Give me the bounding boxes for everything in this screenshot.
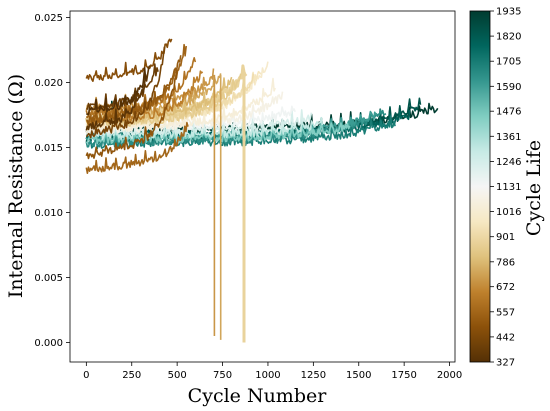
colorbar-tick-label: 1705 xyxy=(496,57,521,68)
x-axis: 0 250 500 750 1000 1250 1500 1750 2000 xyxy=(83,362,462,381)
series-line-520 xyxy=(86,55,182,126)
series-line-350 xyxy=(85,65,151,131)
colorbar-tick-label: 1246 xyxy=(496,157,521,168)
x-tick-label: 1750 xyxy=(391,370,416,381)
series-line-1700 xyxy=(86,115,396,150)
x-tick-label: 2000 xyxy=(437,370,462,381)
y-tick-label: 0.005 xyxy=(34,273,63,284)
x-tick-label: 500 xyxy=(168,370,187,381)
series-line-1080 xyxy=(86,91,284,135)
y-axis-title: Internal Resistance (Ω) xyxy=(5,74,27,298)
x-tick-label: 1250 xyxy=(301,370,326,381)
colorbar-tick-label: 1590 xyxy=(496,82,521,93)
colorbar-tick-label: 327 xyxy=(496,358,515,369)
colorbar-title: Cycle Life xyxy=(523,140,545,236)
y-tick-label: 0.020 xyxy=(34,78,63,89)
colorbar-tick-label: 1820 xyxy=(496,32,521,43)
series-line-1450 xyxy=(85,122,351,145)
colorbar-tick-label: 1476 xyxy=(496,107,521,118)
y-tick-label: 0.010 xyxy=(34,208,63,219)
x-tick-label: 750 xyxy=(213,370,232,381)
series-line-500 xyxy=(85,69,178,160)
y-tick-label: 0.025 xyxy=(34,13,63,24)
colorbar-tick-label: 786 xyxy=(496,257,515,268)
colorbar-tick-label: 901 xyxy=(496,232,515,243)
colorbar-tick-label: 1361 xyxy=(496,132,521,143)
colorbar-tick-label: 1935 xyxy=(496,7,521,18)
series-line-395 xyxy=(86,63,159,110)
x-tick-label: 250 xyxy=(122,370,141,381)
series-line-430 xyxy=(85,46,166,139)
series-line-327 xyxy=(86,66,147,116)
colorbar xyxy=(469,10,491,363)
colorbar-tick-label: 1016 xyxy=(496,207,521,218)
series-line-560 xyxy=(85,121,189,174)
colorbar-tick-label: 1131 xyxy=(496,182,521,193)
x-tick-label: 0 xyxy=(83,370,89,381)
series-line-1240 xyxy=(85,109,313,137)
y-axis: 0.000 0.005 0.010 0.015 0.020 0.025 xyxy=(34,13,70,349)
y-tick-label: 0.000 xyxy=(34,338,63,349)
colorbar-tick-label: 672 xyxy=(496,282,515,293)
plot-frame xyxy=(69,10,456,363)
colorbar-tick-label: 442 xyxy=(496,332,515,343)
series-line-470 xyxy=(85,38,173,82)
x-tick-label: 1000 xyxy=(255,370,280,381)
x-tick-label: 1500 xyxy=(346,370,371,381)
colorbar-ticks: 327 442 557 672 786 901 1016 1131 1246 1361 1476 15… xyxy=(490,7,521,369)
colorbar-tick-label: 557 xyxy=(496,307,515,318)
x-axis-title: Cycle Number xyxy=(188,385,328,407)
y-tick-label: 0.015 xyxy=(34,143,63,154)
plot-area xyxy=(84,38,439,343)
